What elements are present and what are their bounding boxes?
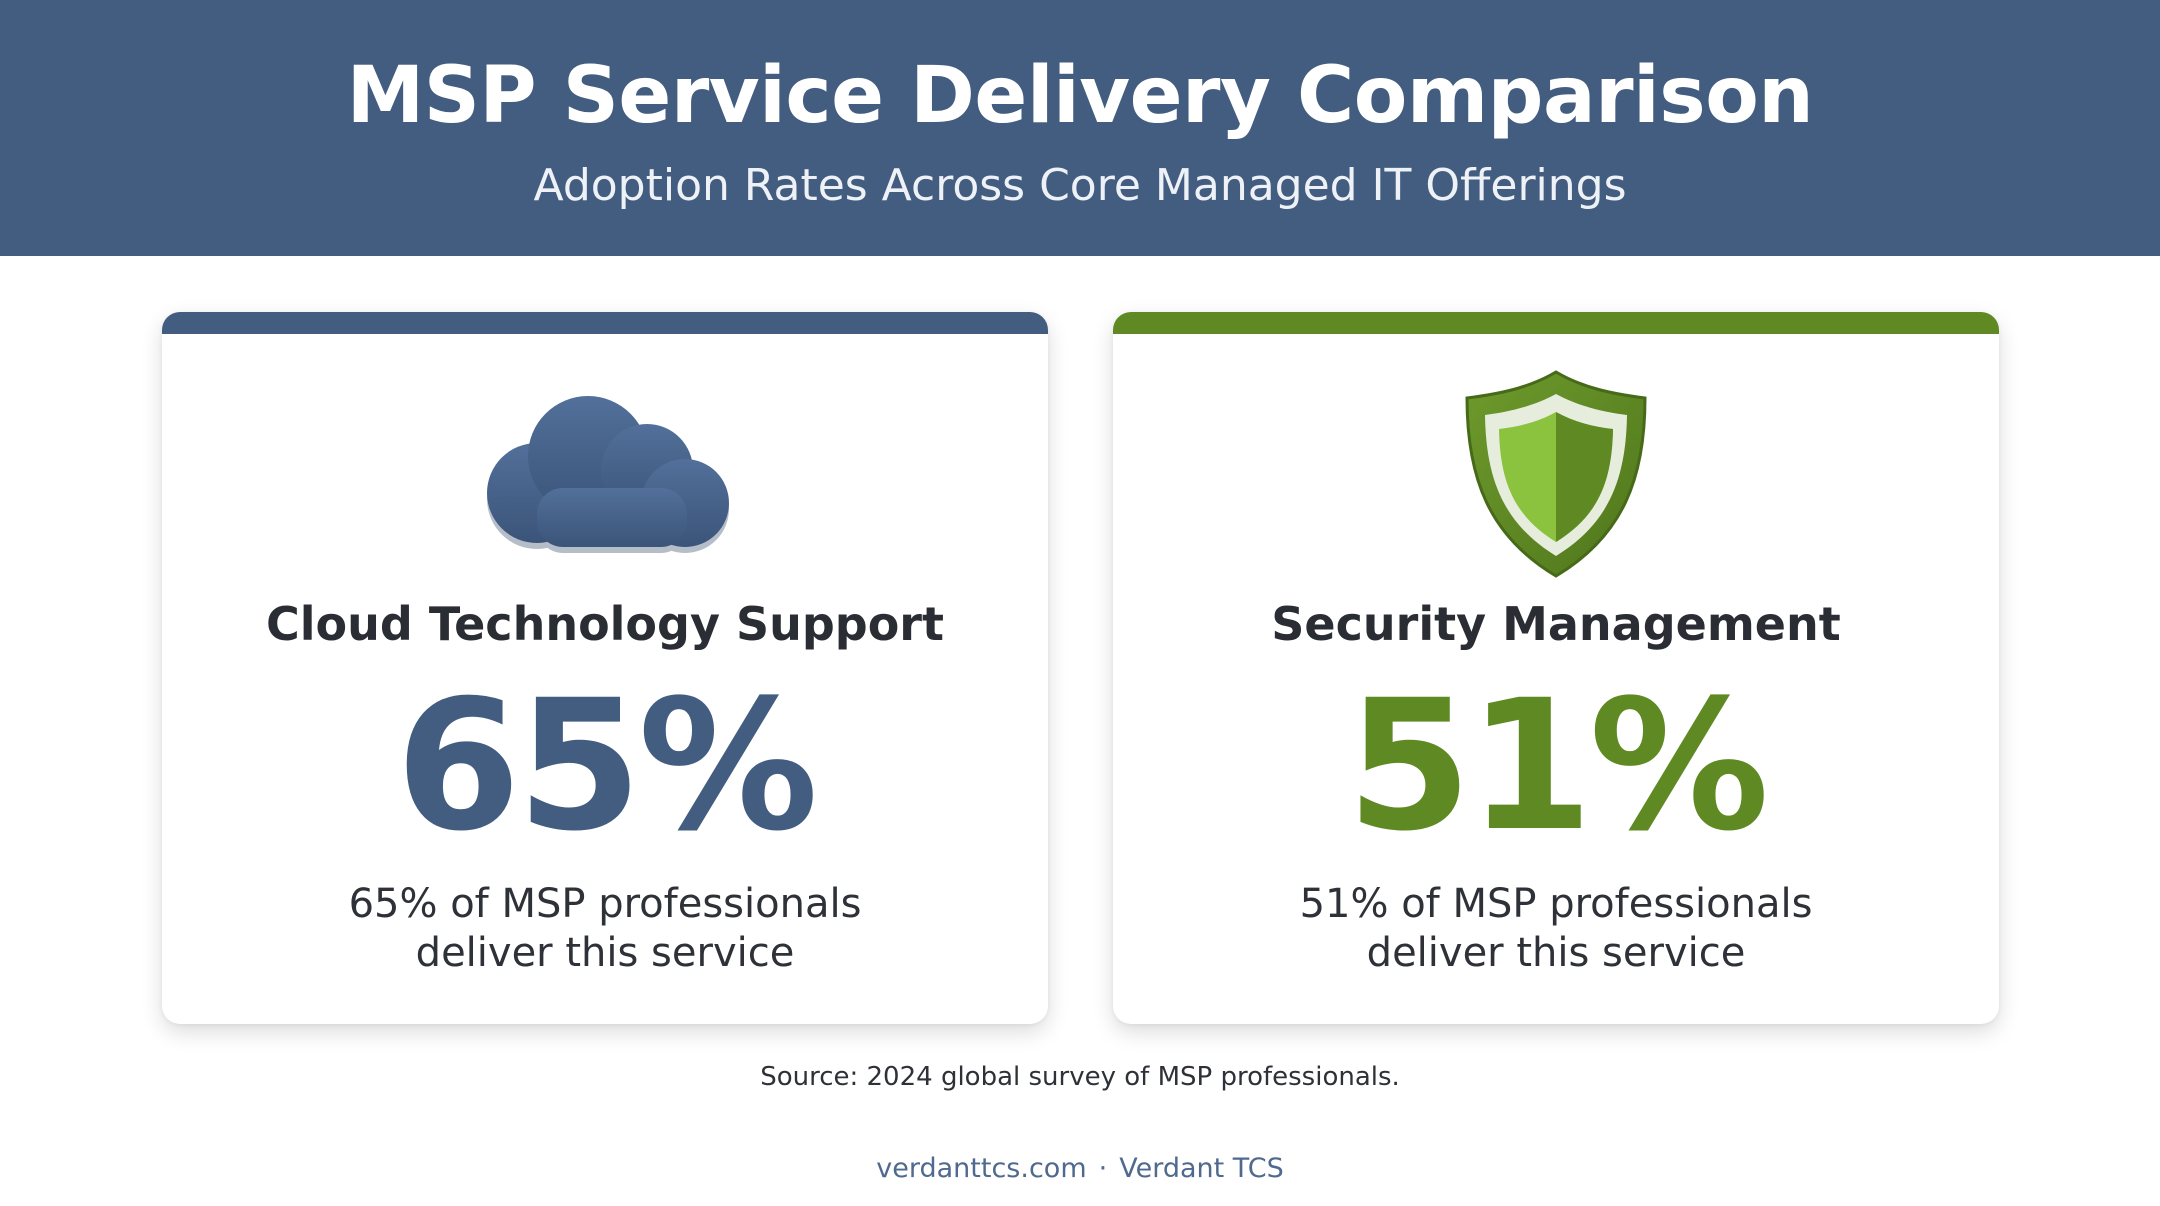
- description-line-2: deliver this service: [415, 930, 795, 976]
- cloud-icon: [487, 396, 729, 553]
- description-line-1: 65% of MSP professionals: [348, 881, 862, 927]
- adoption-percentage: 51%: [1346, 662, 1770, 871]
- adoption-percentage: 65%: [395, 662, 819, 871]
- footer: verdanttcs.com · Verdant TCS: [0, 1151, 2160, 1187]
- source-note: Source: 2024 global survey of MSP profes…: [760, 1062, 1400, 1092]
- service-description: 51% of MSP professionals deliver this se…: [1113, 880, 1999, 978]
- header-banner: MSP Service Delivery Comparison Adoption…: [0, 0, 2160, 256]
- footer-brand: Verdant TCS: [1119, 1153, 1284, 1184]
- description-line-2: deliver this service: [1366, 930, 1746, 976]
- shield-icon: [1465, 370, 1647, 578]
- page-subtitle: Adoption Rates Across Core Managed IT Of…: [533, 160, 1627, 211]
- footer-site-link[interactable]: verdanttcs.com: [876, 1153, 1087, 1184]
- service-label: Cloud Technology Support: [266, 597, 944, 651]
- card-accent-bar: [162, 312, 1048, 334]
- footer-separator: ·: [1098, 1153, 1108, 1184]
- card-accent-bar: [1113, 312, 1999, 334]
- security-management-card: Security Management 51% 51% of MSP profe…: [1113, 312, 1999, 1024]
- description-line-1: 51% of MSP professionals: [1299, 881, 1813, 927]
- page-title: MSP Service Delivery Comparison: [346, 51, 1814, 141]
- cloud-support-card: Cloud Technology Support 65% 65% of MSP …: [162, 312, 1048, 1024]
- service-label: Security Management: [1271, 597, 1841, 651]
- service-description: 65% of MSP professionals deliver this se…: [162, 880, 1048, 978]
